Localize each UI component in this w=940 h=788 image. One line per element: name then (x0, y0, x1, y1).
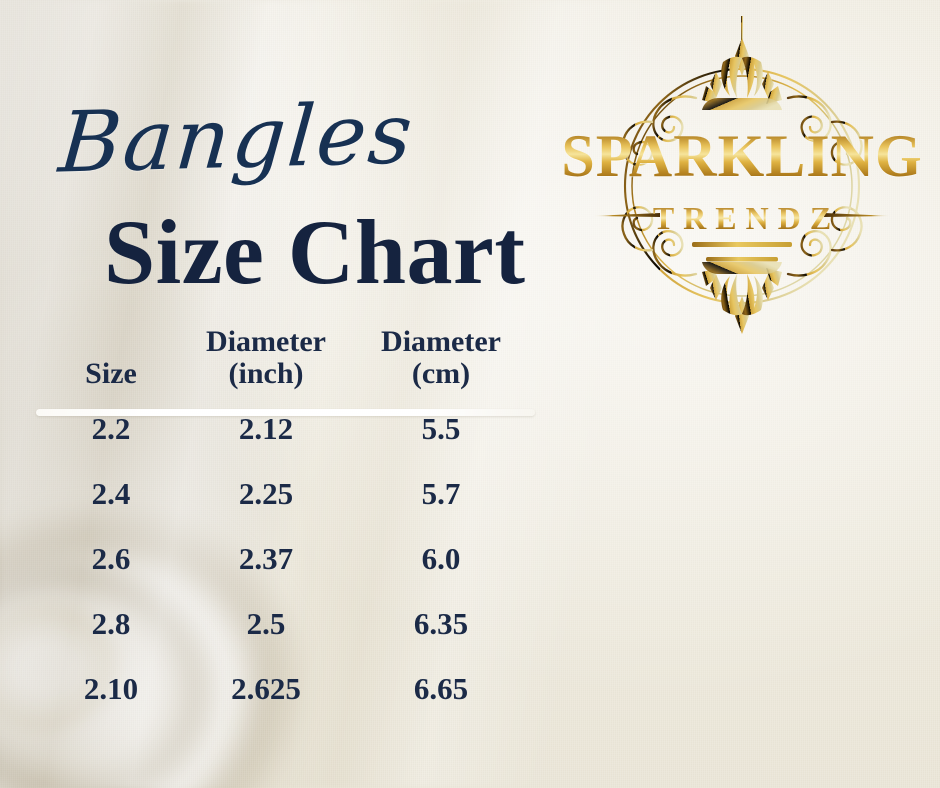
cell-inch: 2.25 (238, 475, 294, 511)
table-row: 2.8 2.5 6.35 (36, 592, 536, 657)
size-chart-table: Size Diameter (inch) Diameter (cm) 2.2 2… (36, 325, 536, 722)
cell-cm: 5.5 (421, 410, 461, 446)
page-subtitle-script: Bangles (55, 84, 418, 192)
cell-cm: 6.0 (421, 540, 461, 576)
table-header-row: Size Diameter (inch) Diameter (cm) (36, 325, 536, 397)
table-row: 2.2 2.12 5.5 (36, 397, 536, 462)
cell-inch: 2.12 (238, 410, 294, 446)
cell-inch: 2.5 (246, 605, 286, 641)
table-row: 2.4 2.25 5.7 (36, 462, 536, 527)
cell-inch: 2.625 (231, 670, 301, 706)
cell-cm: 6.65 (413, 670, 469, 706)
cell-size: 2.10 (83, 670, 139, 706)
cell-cm: 5.7 (421, 475, 461, 511)
brand-name-primary: SPARKLING (556, 126, 928, 186)
header-divider-line (36, 409, 535, 416)
column-header-diameter-cm: Diameter (cm) (381, 325, 501, 391)
table-row: 2.6 2.37 6.0 (36, 527, 536, 592)
column-header-size: Size (85, 357, 137, 391)
cell-inch: 2.37 (238, 540, 294, 576)
cell-cm: 6.35 (413, 605, 469, 641)
cell-size: 2.6 (91, 540, 131, 576)
logo-ornament-icon (592, 16, 892, 334)
brand-name-secondary: TRENDZ (556, 202, 928, 234)
cell-size: 2.8 (91, 605, 131, 641)
brand-logo: SPARKLING TRENDZ (556, 14, 928, 358)
page-title: Size Chart (104, 201, 526, 303)
cell-size: 2.2 (91, 410, 131, 446)
table-row: 2.10 2.625 6.65 (36, 657, 536, 722)
cell-size: 2.4 (91, 475, 131, 511)
column-header-diameter-inch: Diameter (inch) (206, 325, 326, 391)
